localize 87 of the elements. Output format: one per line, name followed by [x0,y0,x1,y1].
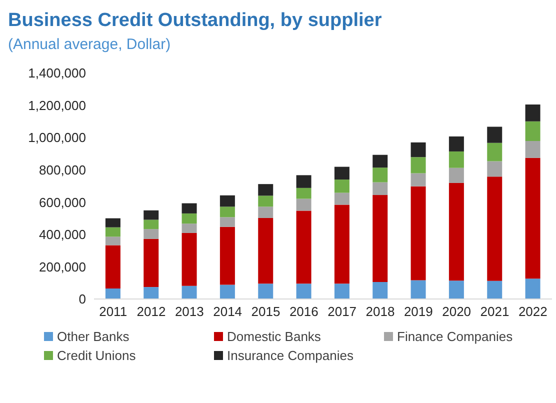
x-tick-label: 2011 [99,304,128,320]
bar [144,229,159,239]
legend-label: Other Banks [57,329,130,344]
y-tick-label: 400,000 [39,227,86,242]
bar [220,226,235,285]
bar [258,184,274,196]
x-tick-label: 2018 [366,304,395,320]
bar [448,151,464,168]
x-tick-label: 2013 [174,304,204,320]
bar [105,236,120,246]
bar [372,168,388,182]
bar [487,161,502,177]
bar [372,282,388,299]
x-tick-label: 2015 [251,304,280,320]
bar [487,126,502,143]
bar [448,280,464,299]
chart-title: Business Credit Outstanding, by supplier [8,10,383,32]
bar [258,284,274,299]
bar [487,280,502,299]
bar [296,284,312,299]
bar [296,210,312,284]
bar [334,180,350,193]
y-tick-label: 1,000,000 [28,130,86,146]
bar [525,140,540,158]
y-tick-label: 800,000 [39,162,86,178]
bar [525,121,540,141]
bar [487,176,502,281]
bar [410,157,426,174]
bar [258,218,274,284]
x-tick-label: 2017 [328,304,357,320]
bar [410,186,426,280]
bar [525,104,540,122]
bar [105,245,120,289]
legend-label: Finance Companies [397,329,513,344]
x-tick-label: 2019 [404,304,433,320]
y-tick-label: 200,000 [39,259,86,274]
bar [525,278,540,299]
chart-subtitle: (Annual average, Dollar) [8,36,172,53]
bar [372,195,388,282]
bar [144,210,159,220]
x-tick-label: 2021 [480,304,510,320]
bar [296,198,312,211]
bar [296,188,312,199]
bar [144,238,159,288]
bar [410,142,426,158]
bar [334,284,350,299]
bar [220,195,235,207]
bar [182,286,197,299]
y-tick-label: 1,200,000 [28,98,86,113]
bar [334,204,350,284]
bar [105,218,120,228]
bar [448,182,464,281]
bar [487,142,502,162]
bar [220,284,235,299]
bar [334,192,350,205]
y-tick-label: 600,000 [39,194,86,210]
bar [448,168,464,183]
bar [372,154,388,168]
bar [296,175,312,188]
bar [258,206,274,218]
bar [372,182,388,196]
bar [525,158,540,279]
bar [182,203,197,214]
bar [334,166,350,180]
bar [410,280,426,299]
legend-label: Insurance Companies [227,348,354,363]
y-tick-label: 1,400,000 [28,66,86,81]
bar [220,206,235,218]
bar [182,232,197,286]
bar [410,173,426,186]
y-tick-label: 0 [78,292,86,307]
bar [258,196,274,207]
x-tick-label: 2014 [213,304,242,320]
bar [220,217,235,227]
bar [144,287,159,299]
x-tick-label: 2020 [442,304,472,320]
legend-label: Domestic Banks [227,329,321,344]
x-tick-label: 2012 [136,304,166,320]
bar [182,224,197,233]
bar [144,220,159,230]
bar [182,213,197,224]
legend-label: Credit Unions [57,348,136,363]
x-tick-label: 2022 [518,304,548,320]
bar [105,227,120,237]
x-tick-label: 2016 [289,304,318,320]
bar [448,136,464,152]
bar [105,288,120,299]
